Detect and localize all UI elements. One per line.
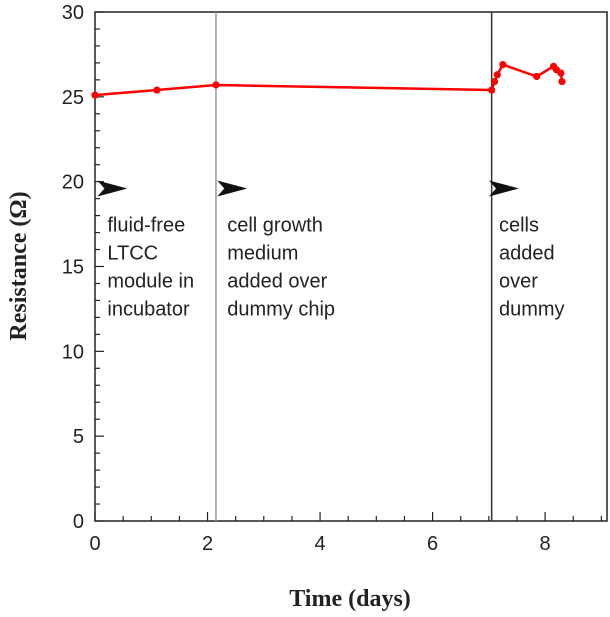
annotation-text: medium <box>227 243 298 265</box>
data-point <box>488 86 496 94</box>
x-tick-label: 8 <box>540 533 551 555</box>
y-tick-label: 20 <box>62 172 84 194</box>
annotation-arrow <box>97 180 128 197</box>
annotation-text: over <box>499 271 538 293</box>
y-tick-label: 25 <box>62 87 84 109</box>
data-point <box>212 81 220 89</box>
y-axis-title: Resistance (Ω) <box>6 191 32 340</box>
annotation-text: added over <box>227 271 327 293</box>
x-tick-label: 6 <box>427 533 438 555</box>
x-tick-label: 2 <box>202 533 213 555</box>
data-point <box>493 71 501 79</box>
data-point <box>490 77 499 86</box>
annotation-text: dummy chip <box>227 299 335 321</box>
annotation-arrow <box>488 180 519 197</box>
data-point <box>499 60 507 69</box>
x-axis-title: Time (days) <box>289 586 411 612</box>
annotation-text: added <box>499 243 555 265</box>
annotation-arrow <box>217 180 248 197</box>
x-tick-label: 4 <box>314 533 325 555</box>
y-tick-label: 10 <box>62 341 84 363</box>
annotation-text: dummy <box>499 299 565 321</box>
annotation-text: LTCC <box>107 243 158 265</box>
data-point <box>533 72 541 81</box>
data-point <box>558 77 566 86</box>
plot-area: 0 5 10 15 20 25 30 0 2 4 6 8 fluid-free LTCC module in… <box>62 2 608 555</box>
annotation-text: cells <box>499 215 539 237</box>
y-tick-label: 30 <box>62 2 84 24</box>
annotation-text: module in <box>107 271 194 293</box>
y-tick-label: 15 <box>62 257 84 279</box>
data-point <box>91 91 99 99</box>
annotation-text: cell growth <box>227 215 323 237</box>
data-point <box>557 69 565 77</box>
data-point <box>153 86 161 94</box>
x-tick-label: 0 <box>89 533 100 555</box>
annotation-text: fluid-free <box>107 215 185 237</box>
y-tick-label: 5 <box>73 426 84 448</box>
y-tick-label: 0 <box>73 511 84 533</box>
annotation-text: incubator <box>107 299 190 321</box>
